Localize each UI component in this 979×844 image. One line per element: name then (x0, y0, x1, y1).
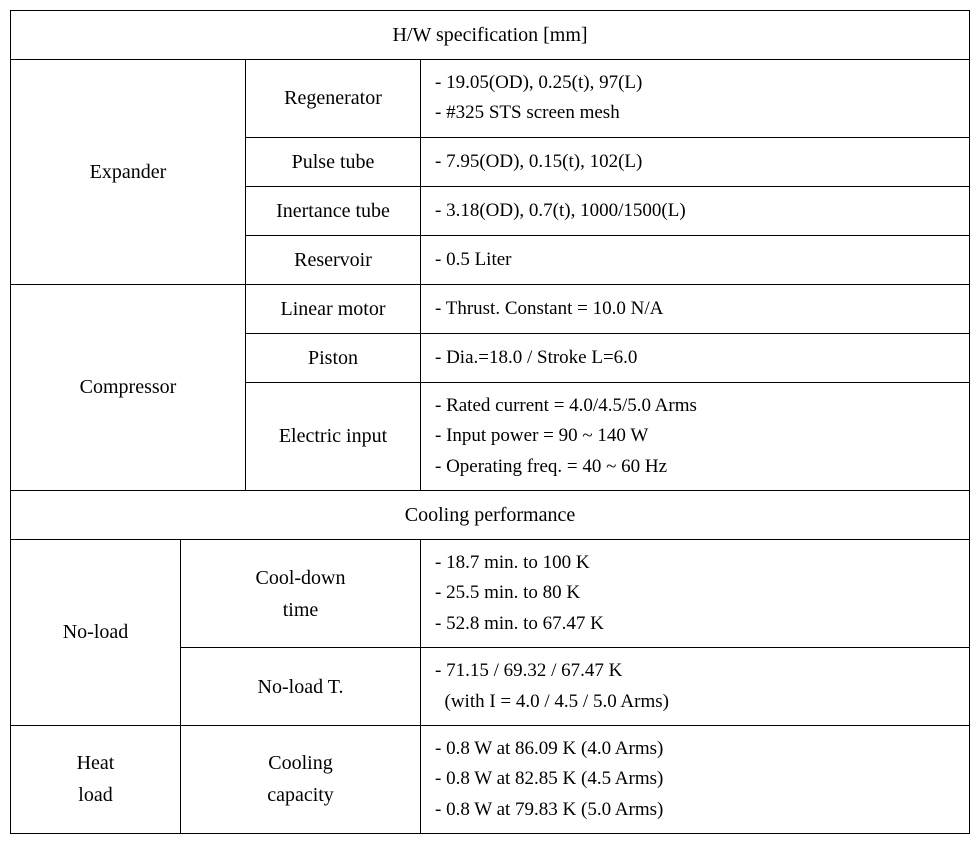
piston-value: - Dia.=18.0 / Stroke L=6.0 (421, 333, 970, 382)
cooling-capacity-label: Cooling capacity (181, 725, 421, 833)
expander-label: Expander (11, 60, 246, 285)
electric-input-value: - Rated current = 4.0/4.5/5.0 Arms- Inpu… (421, 382, 970, 490)
linear-motor-label: Linear motor (246, 284, 421, 333)
compressor-label: Compressor (11, 284, 246, 490)
cooldown-time-value: - 18.7 min. to 100 K- 25.5 min. to 80 K-… (421, 539, 970, 647)
piston-label: Piston (246, 333, 421, 382)
no-load-label: No-load (11, 539, 181, 725)
inertance-tube-value: - 3.18(OD), 0.7(t), 1000/1500(L) (421, 186, 970, 235)
cooldown-time-label: Cool-down time (181, 539, 421, 647)
regenerator-value: - 19.05(OD), 0.25(t), 97(L)- #325 STS sc… (421, 60, 970, 138)
no-load-t-value: - 71.15 / 69.32 / 67.47 K (with I = 4.0 … (421, 648, 970, 726)
pulse-tube-value: - 7.95(OD), 0.15(t), 102(L) (421, 137, 970, 186)
regenerator-label: Regenerator (246, 60, 421, 138)
pulse-tube-label: Pulse tube (246, 137, 421, 186)
spec-table: H/W specification [mm] Expander Regenera… (10, 10, 970, 834)
no-load-t-label: No-load T. (181, 648, 421, 726)
electric-input-label: Electric input (246, 382, 421, 490)
reservoir-label: Reservoir (246, 235, 421, 284)
reservoir-value: - 0.5 Liter (421, 235, 970, 284)
linear-motor-value: - Thrust. Constant = 10.0 N/A (421, 284, 970, 333)
inertance-tube-label: Inertance tube (246, 186, 421, 235)
cooling-capacity-value: - 0.8 W at 86.09 K (4.0 Arms)- 0.8 W at … (421, 725, 970, 833)
cooling-perf-header: Cooling performance (11, 490, 970, 539)
hw-spec-header: H/W specification [mm] (11, 11, 970, 60)
heat-load-label: Heat load (11, 725, 181, 833)
